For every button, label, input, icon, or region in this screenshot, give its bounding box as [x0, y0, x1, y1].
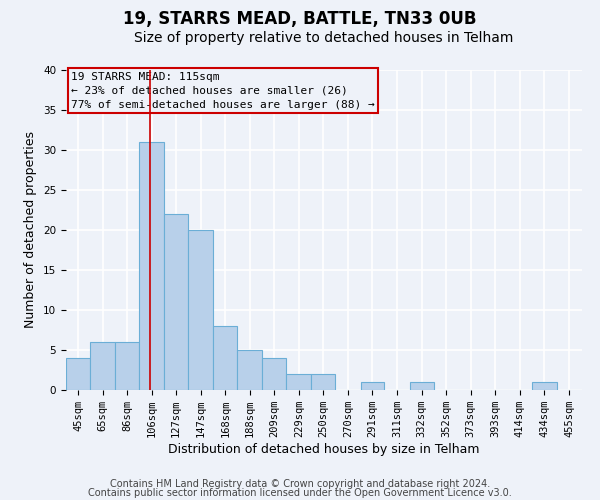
- Bar: [237, 350, 262, 390]
- Bar: [139, 142, 164, 390]
- Bar: [286, 374, 311, 390]
- Text: 19, STARRS MEAD, BATTLE, TN33 0UB: 19, STARRS MEAD, BATTLE, TN33 0UB: [123, 10, 477, 28]
- Bar: [532, 382, 557, 390]
- X-axis label: Distribution of detached houses by size in Telham: Distribution of detached houses by size …: [168, 443, 480, 456]
- Title: Size of property relative to detached houses in Telham: Size of property relative to detached ho…: [134, 31, 514, 45]
- Bar: [66, 358, 90, 390]
- Bar: [262, 358, 286, 390]
- Y-axis label: Number of detached properties: Number of detached properties: [25, 132, 37, 328]
- Bar: [188, 230, 213, 390]
- Text: 19 STARRS MEAD: 115sqm
← 23% of detached houses are smaller (26)
77% of semi-det: 19 STARRS MEAD: 115sqm ← 23% of detached…: [71, 72, 375, 110]
- Bar: [90, 342, 115, 390]
- Bar: [213, 326, 237, 390]
- Bar: [361, 382, 385, 390]
- Text: Contains public sector information licensed under the Open Government Licence v3: Contains public sector information licen…: [88, 488, 512, 498]
- Bar: [164, 214, 188, 390]
- Bar: [410, 382, 434, 390]
- Bar: [311, 374, 335, 390]
- Text: Contains HM Land Registry data © Crown copyright and database right 2024.: Contains HM Land Registry data © Crown c…: [110, 479, 490, 489]
- Bar: [115, 342, 139, 390]
